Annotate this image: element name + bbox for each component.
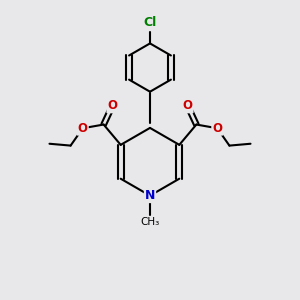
Text: N: N (145, 189, 155, 202)
Text: O: O (78, 122, 88, 135)
Text: O: O (183, 99, 193, 112)
Text: CH₃: CH₃ (140, 217, 160, 227)
Text: O: O (107, 99, 117, 112)
Text: Cl: Cl (143, 16, 157, 29)
Text: O: O (212, 122, 222, 135)
